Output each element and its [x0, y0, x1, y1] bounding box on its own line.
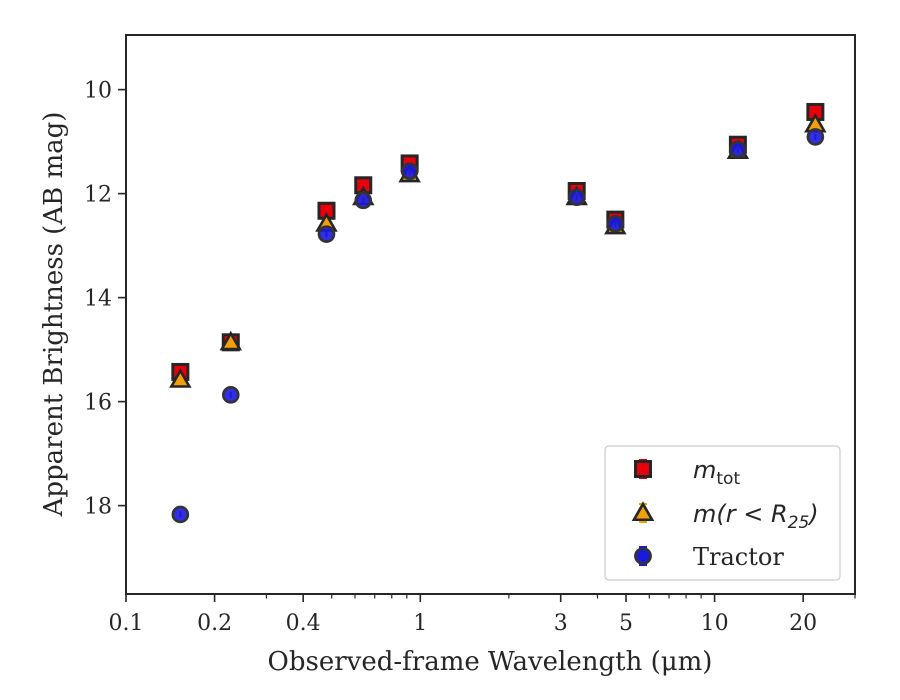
legend-label: mtot	[693, 456, 740, 489]
x-tick-label: 5	[619, 611, 633, 636]
x-tick-label: 3	[554, 611, 568, 636]
y-tick-label: 10	[84, 79, 112, 104]
x-axis-label: Observed-frame Wavelength (μm)	[268, 647, 713, 677]
series-circle	[171, 128, 825, 524]
legend-marker-face	[634, 460, 652, 478]
data-point-circle	[400, 162, 419, 181]
x-tick-label: 10	[701, 611, 729, 636]
legend-marker-square	[634, 459, 652, 479]
data-point-circle	[806, 128, 825, 146]
legend-label: m(r < R25)	[693, 500, 819, 533]
x-tick-label: 0.1	[109, 611, 144, 636]
legend-marker-circle	[634, 546, 652, 566]
legend-frame	[604, 445, 841, 581]
data-point-triangle	[169, 368, 192, 388]
y-tick-label: 16	[84, 391, 112, 416]
x-tick-label: 0.2	[197, 611, 232, 636]
data-point-circle	[354, 191, 373, 210]
data-markers	[169, 102, 827, 524]
legend-marker-face	[631, 501, 655, 522]
axis-ticks: 0.1 0.2 0.4 1 3 5 10 20 10 12 14 16 18	[84, 79, 856, 636]
data-point-circle	[729, 140, 747, 159]
x-tick-label: 0.4	[286, 611, 321, 636]
legend-marker-triangle	[631, 501, 655, 523]
y-tick-label: 14	[84, 287, 112, 312]
data-point-circle	[317, 225, 336, 243]
data-point-circle	[567, 188, 586, 207]
x-tick-label: 1	[413, 611, 427, 636]
data-point-circle	[171, 505, 190, 524]
data-point-circle	[606, 214, 625, 233]
legend-marker-face	[634, 547, 652, 565]
x-tick-label: 20	[789, 611, 817, 636]
legend: mtot m(r < R25) Tractor	[604, 445, 841, 581]
data-point-circle	[221, 386, 240, 404]
y-axis-label: Apparent Brightness (AB mag)	[39, 112, 69, 518]
data-point-triangle	[219, 330, 243, 351]
y-tick-label: 18	[84, 495, 112, 520]
y-tick-label: 12	[84, 183, 112, 208]
legend-label: Tractor	[693, 543, 784, 571]
